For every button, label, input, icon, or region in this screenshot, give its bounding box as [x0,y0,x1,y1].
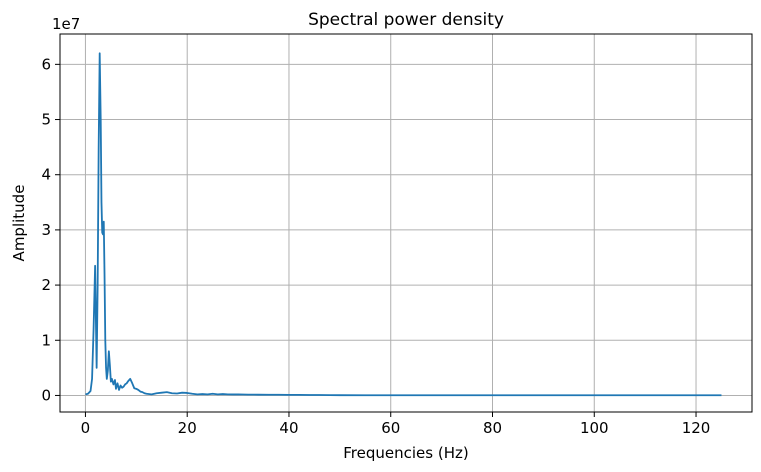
spectrum-line [85,52,722,397]
x-tick-label: 100 [580,419,609,437]
x-axis-label: Frequencies (Hz) [343,444,468,462]
y-axis-ticks: 0 1 2 3 4 5 6 [41,55,60,404]
x-tick-label: 80 [483,419,502,437]
x-tick-label: 60 [381,419,400,437]
x-tick-label: 40 [279,419,298,437]
y-tick-label: 3 [41,221,51,239]
y-axis-label: Amplitude [10,185,28,262]
chart-title: Spectral power density [308,10,504,30]
y-tick-label: 2 [41,276,51,294]
y-axis-offset-label: 1e7 [52,15,80,33]
axes-frame [59,33,753,413]
grid-lines [60,34,752,412]
y-tick-label: 4 [41,166,51,184]
x-tick-label: 120 [682,419,711,437]
y-tick-label: 0 [41,386,51,404]
x-tick-label: 0 [81,419,91,437]
y-tick-label: 5 [41,111,51,129]
y-tick-label: 1 [41,331,51,349]
x-tick-label: 20 [178,419,197,437]
y-tick-label: 6 [41,55,51,73]
x-axis-ticks: 0 20 40 60 80 100 120 [81,412,711,437]
plot-area [85,52,722,397]
